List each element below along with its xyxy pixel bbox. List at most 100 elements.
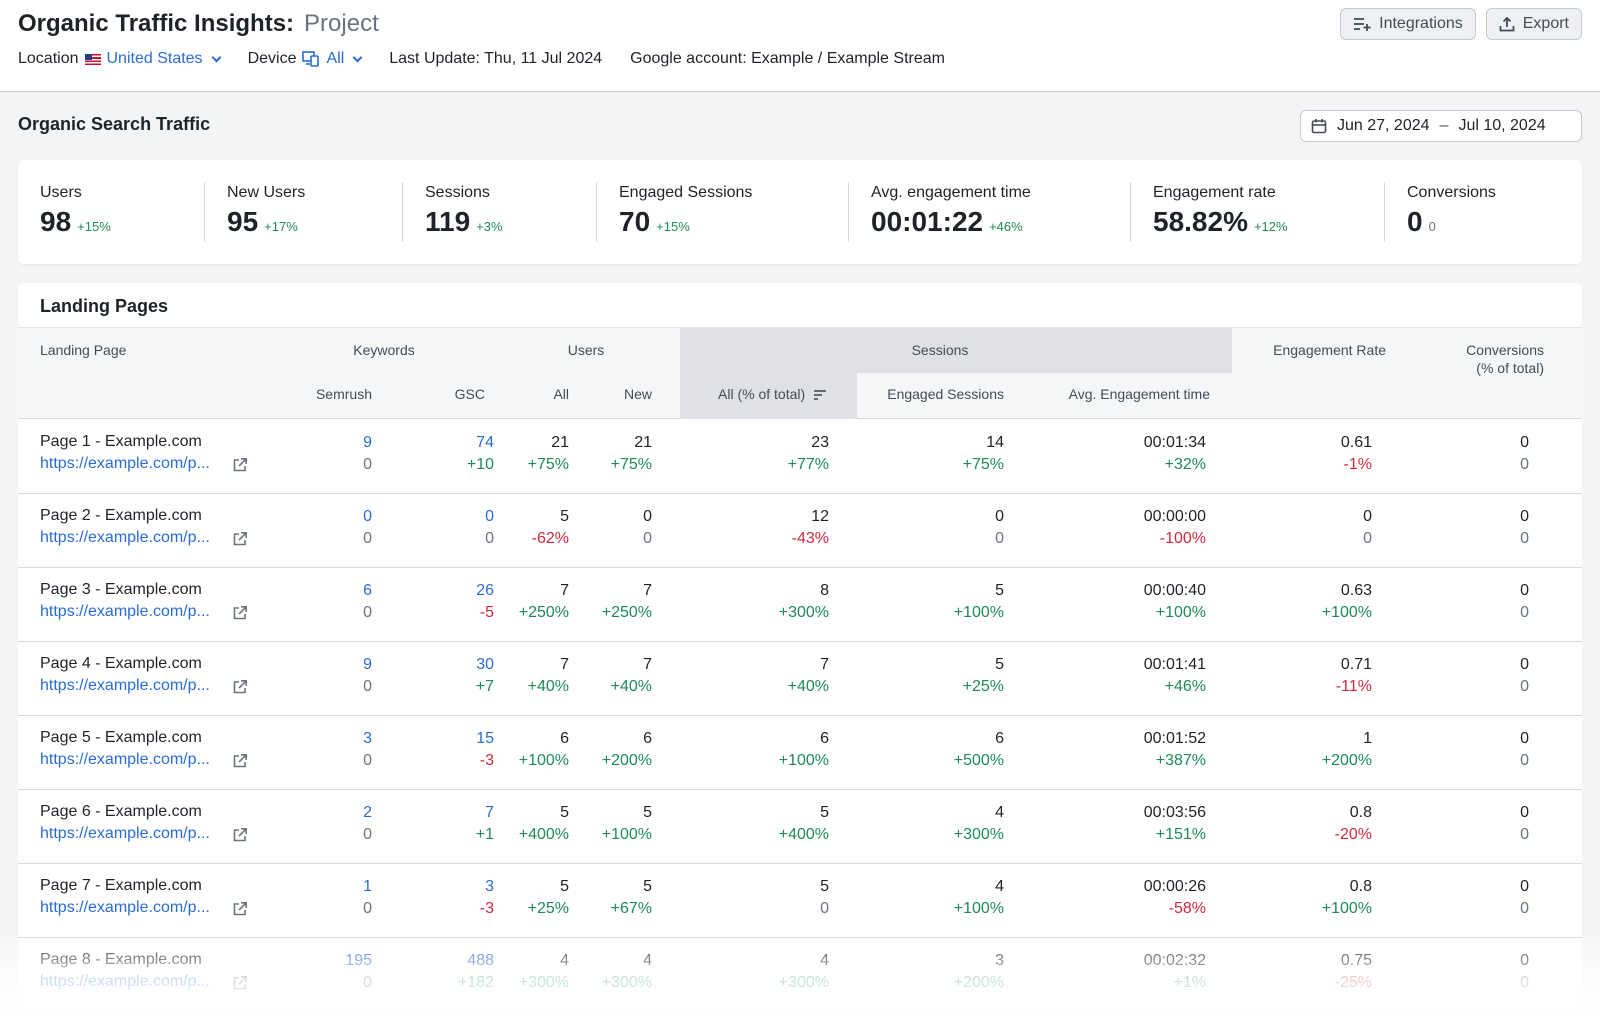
device-value[interactable]: All: [326, 50, 345, 67]
conv-value: 0: [1520, 804, 1529, 821]
metric-sessions: Sessions 119 +3%: [402, 182, 596, 242]
header-sessions-all[interactable]: All (% of total): [718, 386, 827, 402]
gsc-value[interactable]: 15: [476, 730, 494, 747]
page-url-link[interactable]: https://example.com/p...: [40, 677, 210, 694]
semrush-value[interactable]: 3: [363, 730, 372, 747]
page-name: Page 5 - Example.com: [40, 729, 202, 746]
semrush-value[interactable]: 0: [363, 508, 372, 525]
semrush-value[interactable]: 9: [363, 434, 372, 451]
project-name[interactable]: Project: [304, 10, 379, 37]
chevron-down-icon[interactable]: [211, 52, 222, 62]
semrush-value[interactable]: 9: [363, 656, 372, 673]
location-selector[interactable]: Location United States: [18, 50, 222, 68]
page-name: Page 8 - Example.com: [40, 951, 202, 968]
table-row[interactable]: Page 8 - Example.com https://example.com/…: [18, 937, 1582, 1012]
page-url-link[interactable]: https://example.com/p...: [40, 899, 210, 916]
header-semrush[interactable]: Semrush: [315, 386, 372, 402]
location-label: Location: [18, 50, 79, 67]
external-link-icon[interactable]: [232, 901, 248, 917]
page-url-link[interactable]: https://example.com/p...: [40, 973, 210, 990]
table-row[interactable]: Page 7 - Example.com https://example.com/…: [18, 863, 1582, 938]
sess-value: 5: [820, 878, 829, 895]
semrush-delta: 0: [363, 826, 372, 843]
header-gsc[interactable]: GSC: [454, 386, 485, 402]
header-engagement-rate[interactable]: Engagement Rate: [1273, 342, 1386, 358]
page-name: Page 6 - Example.com: [40, 803, 202, 820]
table-row[interactable]: Page 4 - Example.com https://example.com/…: [18, 641, 1582, 716]
gsc-value[interactable]: 3: [485, 878, 494, 895]
header-avg-engagement-time[interactable]: Avg. Engagement time: [1068, 386, 1210, 402]
gsc-value[interactable]: 7: [485, 804, 494, 821]
semrush-value[interactable]: 1: [363, 878, 372, 895]
gsc-delta: +1: [475, 826, 494, 843]
all-delta: -62%: [531, 530, 569, 547]
header-users-all[interactable]: All: [553, 386, 569, 402]
page-url-link[interactable]: https://example.com/p...: [40, 825, 210, 842]
new-delta: 0: [643, 530, 652, 547]
date-separator: –: [1439, 117, 1449, 134]
header-users-new[interactable]: New: [623, 386, 652, 402]
integrations-button[interactable]: Integrations: [1340, 8, 1476, 40]
rate-delta: -25%: [1334, 974, 1372, 991]
rate-value: 0.63: [1340, 582, 1372, 599]
table-row[interactable]: Page 2 - Example.com https://example.com/…: [18, 493, 1582, 568]
all-delta: +250%: [518, 604, 569, 621]
sort-desc-icon[interactable]: [813, 389, 827, 401]
table-row[interactable]: Page 3 - Example.com https://example.com/…: [18, 567, 1582, 642]
calendar-icon: [1311, 119, 1327, 134]
sess-value: 4: [820, 952, 829, 969]
page-url-link[interactable]: https://example.com/p...: [40, 603, 210, 620]
semrush-value[interactable]: 195: [345, 952, 372, 969]
external-link-icon[interactable]: [232, 531, 248, 547]
gsc-value[interactable]: 26: [476, 582, 494, 599]
device-selector[interactable]: Device All: [247, 50, 363, 68]
semrush-value[interactable]: 6: [363, 582, 372, 599]
all-delta: +25%: [527, 900, 569, 917]
time-value: 00:03:56: [1143, 804, 1206, 821]
gsc-value[interactable]: 30: [476, 656, 494, 673]
new-value: 5: [643, 804, 652, 821]
device-label: Device: [247, 50, 297, 67]
gsc-value[interactable]: 0: [485, 508, 494, 525]
page-header: Organic Traffic Insights: Project Locati…: [0, 0, 1600, 92]
header-conversions[interactable]: Conversions: [1466, 342, 1544, 358]
conv-delta: 0: [1520, 752, 1529, 769]
header-engaged-sessions[interactable]: Engaged Sessions: [887, 386, 1004, 402]
external-link-icon[interactable]: [232, 605, 248, 621]
eng-delta: +100%: [953, 900, 1004, 917]
metric-label: Sessions: [425, 184, 490, 201]
external-link-icon[interactable]: [232, 827, 248, 843]
page-url-link[interactable]: https://example.com/p...: [40, 751, 210, 768]
new-value: 5: [643, 878, 652, 895]
new-delta: +100%: [601, 826, 652, 843]
external-link-icon[interactable]: [232, 679, 248, 695]
table-row[interactable]: Page 1 - Example.com https://example.com/…: [18, 419, 1582, 494]
all-delta: +100%: [518, 752, 569, 769]
semrush-value[interactable]: 2: [363, 804, 372, 821]
export-button[interactable]: Export: [1485, 8, 1582, 40]
new-value: 6: [643, 730, 652, 747]
gsc-value[interactable]: 74: [476, 434, 494, 451]
rate-value: 0.61: [1340, 434, 1372, 451]
table-row[interactable]: Page 5 - Example.com https://example.com/…: [18, 715, 1582, 790]
metric-users: Users 98 +15%: [18, 182, 204, 242]
page-url-link[interactable]: https://example.com/p...: [40, 529, 210, 546]
new-value: 0: [643, 508, 652, 525]
time-delta: +100%: [1155, 604, 1206, 621]
external-link-icon[interactable]: [232, 753, 248, 769]
gsc-delta: +7: [475, 678, 494, 695]
table-row[interactable]: Page 6 - Example.com https://example.com/…: [18, 789, 1582, 864]
external-link-icon[interactable]: [232, 457, 248, 473]
page-url-link[interactable]: https://example.com/p...: [40, 455, 210, 472]
header-landing-page[interactable]: Landing Page: [40, 342, 127, 358]
external-link-icon[interactable]: [232, 975, 248, 991]
date-range-picker[interactable]: Jun 27, 2024 – Jul 10, 2024: [1300, 110, 1582, 142]
location-value[interactable]: United States: [106, 50, 203, 67]
page-name: Page 3 - Example.com: [40, 581, 202, 598]
conv-value: 0: [1520, 952, 1529, 969]
header-conversions-sub: (% of total): [1476, 360, 1544, 376]
sess-delta: -43%: [791, 530, 829, 547]
chevron-down-icon[interactable]: [352, 52, 363, 62]
rate-delta: -1%: [1343, 456, 1372, 473]
